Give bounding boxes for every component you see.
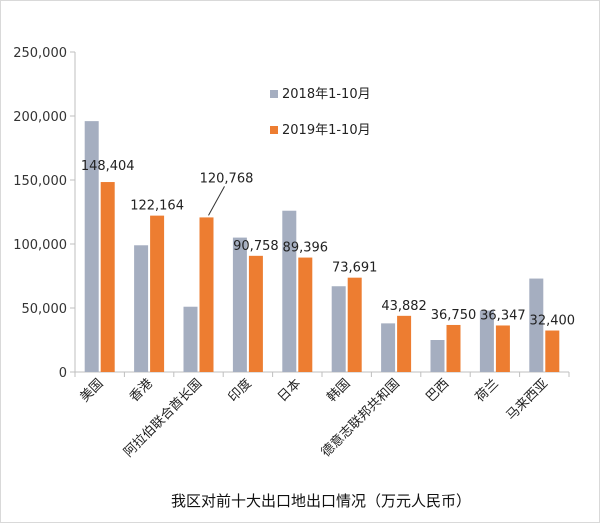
bar-2019: [495, 325, 510, 372]
data-label: 148,404: [81, 159, 135, 174]
y-tick-label: 50,000: [22, 302, 68, 317]
y-tick-label: 150,000: [13, 174, 67, 189]
category-label: 印度: [225, 376, 255, 406]
category-label: 马来西亚: [504, 376, 551, 423]
category-label: 香港: [127, 376, 156, 405]
axes: 0 50,000 100,000 150,000 200,000 250,000: [13, 46, 570, 381]
category-label: 荷兰: [473, 376, 502, 405]
bar-2018: [479, 310, 494, 372]
data-label: 89,396: [283, 241, 329, 256]
bar-2019: [298, 257, 313, 372]
bar-2018: [232, 237, 247, 372]
bar-2019: [150, 215, 165, 372]
bar-2019: [199, 217, 214, 372]
y-tick-label: 0: [59, 366, 67, 381]
category-label: 日本: [275, 376, 304, 405]
bar-2018: [134, 245, 149, 372]
data-label: 36,750: [431, 308, 477, 323]
bars: [84, 121, 560, 373]
data-label: 120,768: [200, 171, 254, 186]
bar-2019: [397, 315, 412, 372]
data-label: 32,400: [530, 314, 576, 329]
legend-label: 2019年1-10月: [282, 123, 371, 138]
bar-2018: [183, 306, 198, 372]
legend-swatch: [270, 90, 278, 98]
category-label: 巴西: [423, 376, 452, 405]
data-label: 90,758: [233, 239, 279, 254]
category-label: 美国: [78, 376, 107, 405]
chart-title: 我区对前十大出口地出口情况（万元人民币）: [171, 492, 471, 510]
data-label: 73,691: [332, 261, 378, 276]
data-label: 43,882: [381, 299, 427, 314]
category-label: 韩国: [325, 376, 354, 405]
bar-2019: [347, 277, 362, 372]
data-label: 122,164: [130, 199, 184, 214]
bar-2018: [331, 286, 346, 372]
y-tick-label: 200,000: [13, 110, 67, 125]
legend-swatch: [270, 126, 278, 134]
y-tick-label: 100,000: [13, 238, 67, 253]
bar-2019: [545, 330, 560, 372]
legend-label: 2018年1-10月: [282, 87, 371, 102]
bar-2018: [84, 121, 99, 373]
data-label: 36,347: [480, 308, 526, 323]
label-leader-line: [208, 186, 225, 216]
bar-2019: [100, 182, 115, 372]
bar-2018: [529, 278, 544, 372]
y-tick-label: 250,000: [13, 46, 67, 61]
bar-2018: [282, 210, 297, 372]
legend: 2018年1-10月 2019年1-10月: [270, 87, 371, 138]
bar-2019: [446, 324, 461, 372]
bar-2018: [430, 340, 445, 372]
bar-2018: [381, 323, 396, 372]
bar-2019: [248, 255, 263, 372]
